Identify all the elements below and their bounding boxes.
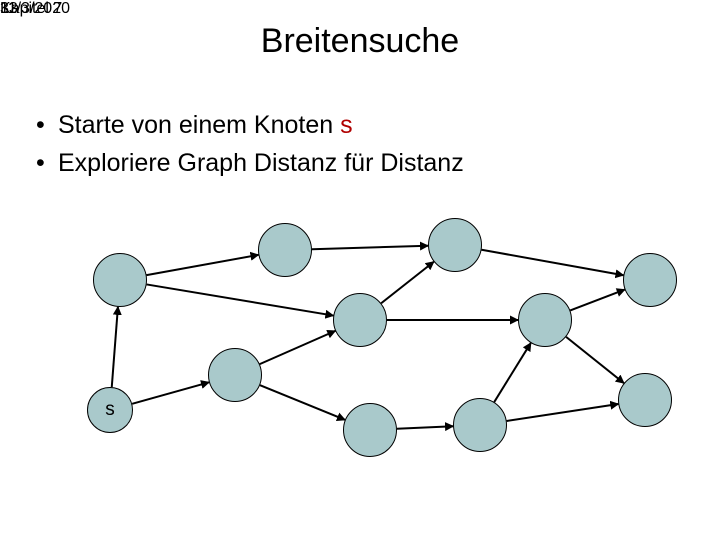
graph-edge <box>112 307 118 387</box>
graph-node <box>618 373 672 427</box>
graph-node <box>208 348 262 402</box>
graph-node <box>343 403 397 457</box>
graph-area: s <box>60 220 680 460</box>
graph-edge <box>260 331 336 364</box>
graph-node <box>518 293 572 347</box>
bullet-list: Starte von einem Knoten s Exploriere Grap… <box>30 106 464 182</box>
graph-edge <box>494 343 531 402</box>
graph-node <box>428 218 482 272</box>
bullet-text: Starte von einem Knoten <box>58 111 340 139</box>
graph-node-start: s <box>87 387 133 433</box>
graph-edge <box>507 404 619 421</box>
graph-edge <box>312 246 428 249</box>
bullet-item: Exploriere Graph Distanz für Distanz <box>30 144 464 182</box>
bullet-text: Exploriere Graph Distanz für Distanz <box>58 149 464 177</box>
footer-page-number: 33 <box>0 0 18 18</box>
bullet-item: Starte von einem Knoten s <box>30 106 464 144</box>
graph-edge <box>381 262 434 304</box>
graph-edge <box>147 255 259 275</box>
graph-node <box>258 223 312 277</box>
graph-edge <box>132 382 209 404</box>
slide: { "title": { "text": "Breitensuche", "fo… <box>0 0 720 540</box>
graph-node-label: s <box>105 399 115 421</box>
graph-edge <box>482 250 624 275</box>
slide-title: Breitensuche <box>0 22 720 61</box>
graph-edge <box>147 284 334 315</box>
graph-edge <box>566 337 624 383</box>
bullet-marked: s <box>340 111 353 139</box>
graph-node <box>623 253 677 307</box>
graph-edge <box>397 426 453 429</box>
graph-node <box>333 293 387 347</box>
graph-edge <box>570 290 625 311</box>
graph-node <box>453 398 507 452</box>
graph-edge <box>260 385 345 420</box>
graph-node <box>93 253 147 307</box>
